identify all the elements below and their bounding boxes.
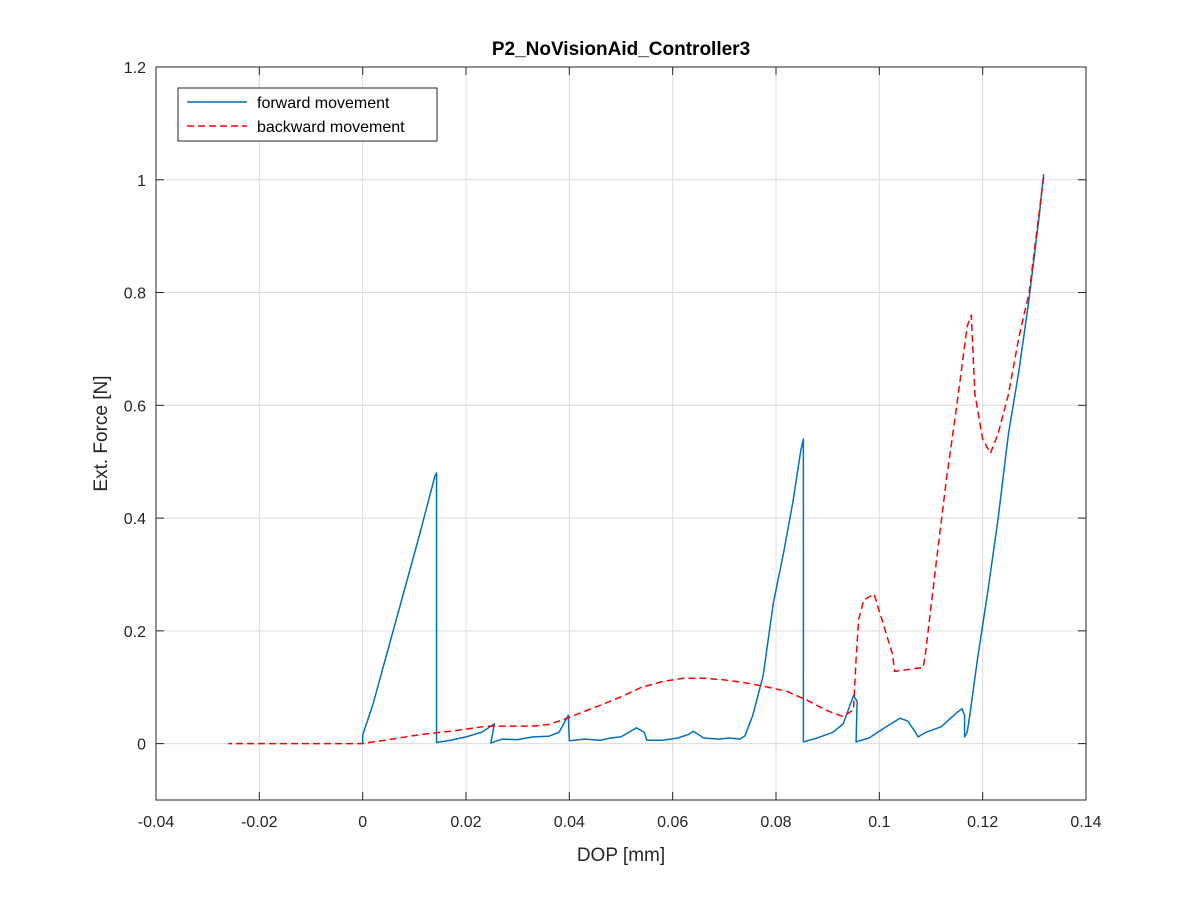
y-tick-label: 0.4: [124, 511, 146, 528]
y-tick-label: 0.2: [124, 624, 146, 641]
chart-title: P2_NoVisionAid_Controller3: [492, 39, 750, 60]
x-axis-ticks: -0.04 -0.02 0 0.02 0.04 0.06 0.08 0.1 0.12 0.14: [138, 67, 1102, 831]
y-tick-label: 0: [137, 737, 146, 754]
y-tick-label: 0.6: [124, 398, 146, 415]
series-layer: [228, 174, 1045, 745]
y-tick-label: 1: [137, 173, 146, 190]
x-tick-label: 0.12: [967, 814, 998, 831]
plot-area-frame: [155, 66, 1087, 801]
x-tick-label: 0.1: [868, 814, 890, 831]
y-tick-label: 1.2: [124, 60, 146, 77]
x-tick-label: 0.08: [760, 814, 791, 831]
series-line-forward: [361, 174, 1045, 744]
legend: forward movement backward movement: [177, 87, 438, 142]
grid: [155, 66, 1087, 800]
x-tick-label: 0: [358, 814, 367, 831]
legend-box: [177, 87, 438, 142]
x-tick-label: -0.02: [241, 814, 278, 831]
y-axis-ticks: 0 0.2 0.4 0.6 0.8 1 1.2: [124, 60, 1086, 754]
x-tick-label: 0.04: [554, 814, 585, 831]
legend-label-forward: forward movement: [257, 95, 390, 112]
legend-label-backward: backward movement: [257, 119, 405, 136]
y-axis-label: Ext. Force [N]: [91, 375, 112, 491]
x-tick-label: 0.02: [450, 814, 481, 831]
x-axis-label: DOP [mm]: [577, 845, 665, 866]
x-tick-label: 0.14: [1070, 814, 1101, 831]
y-tick-label: 0.8: [124, 286, 146, 303]
x-tick-label: 0.06: [657, 814, 688, 831]
x-tick-label: -0.04: [138, 814, 175, 831]
series-line-backward: [228, 176, 1045, 745]
